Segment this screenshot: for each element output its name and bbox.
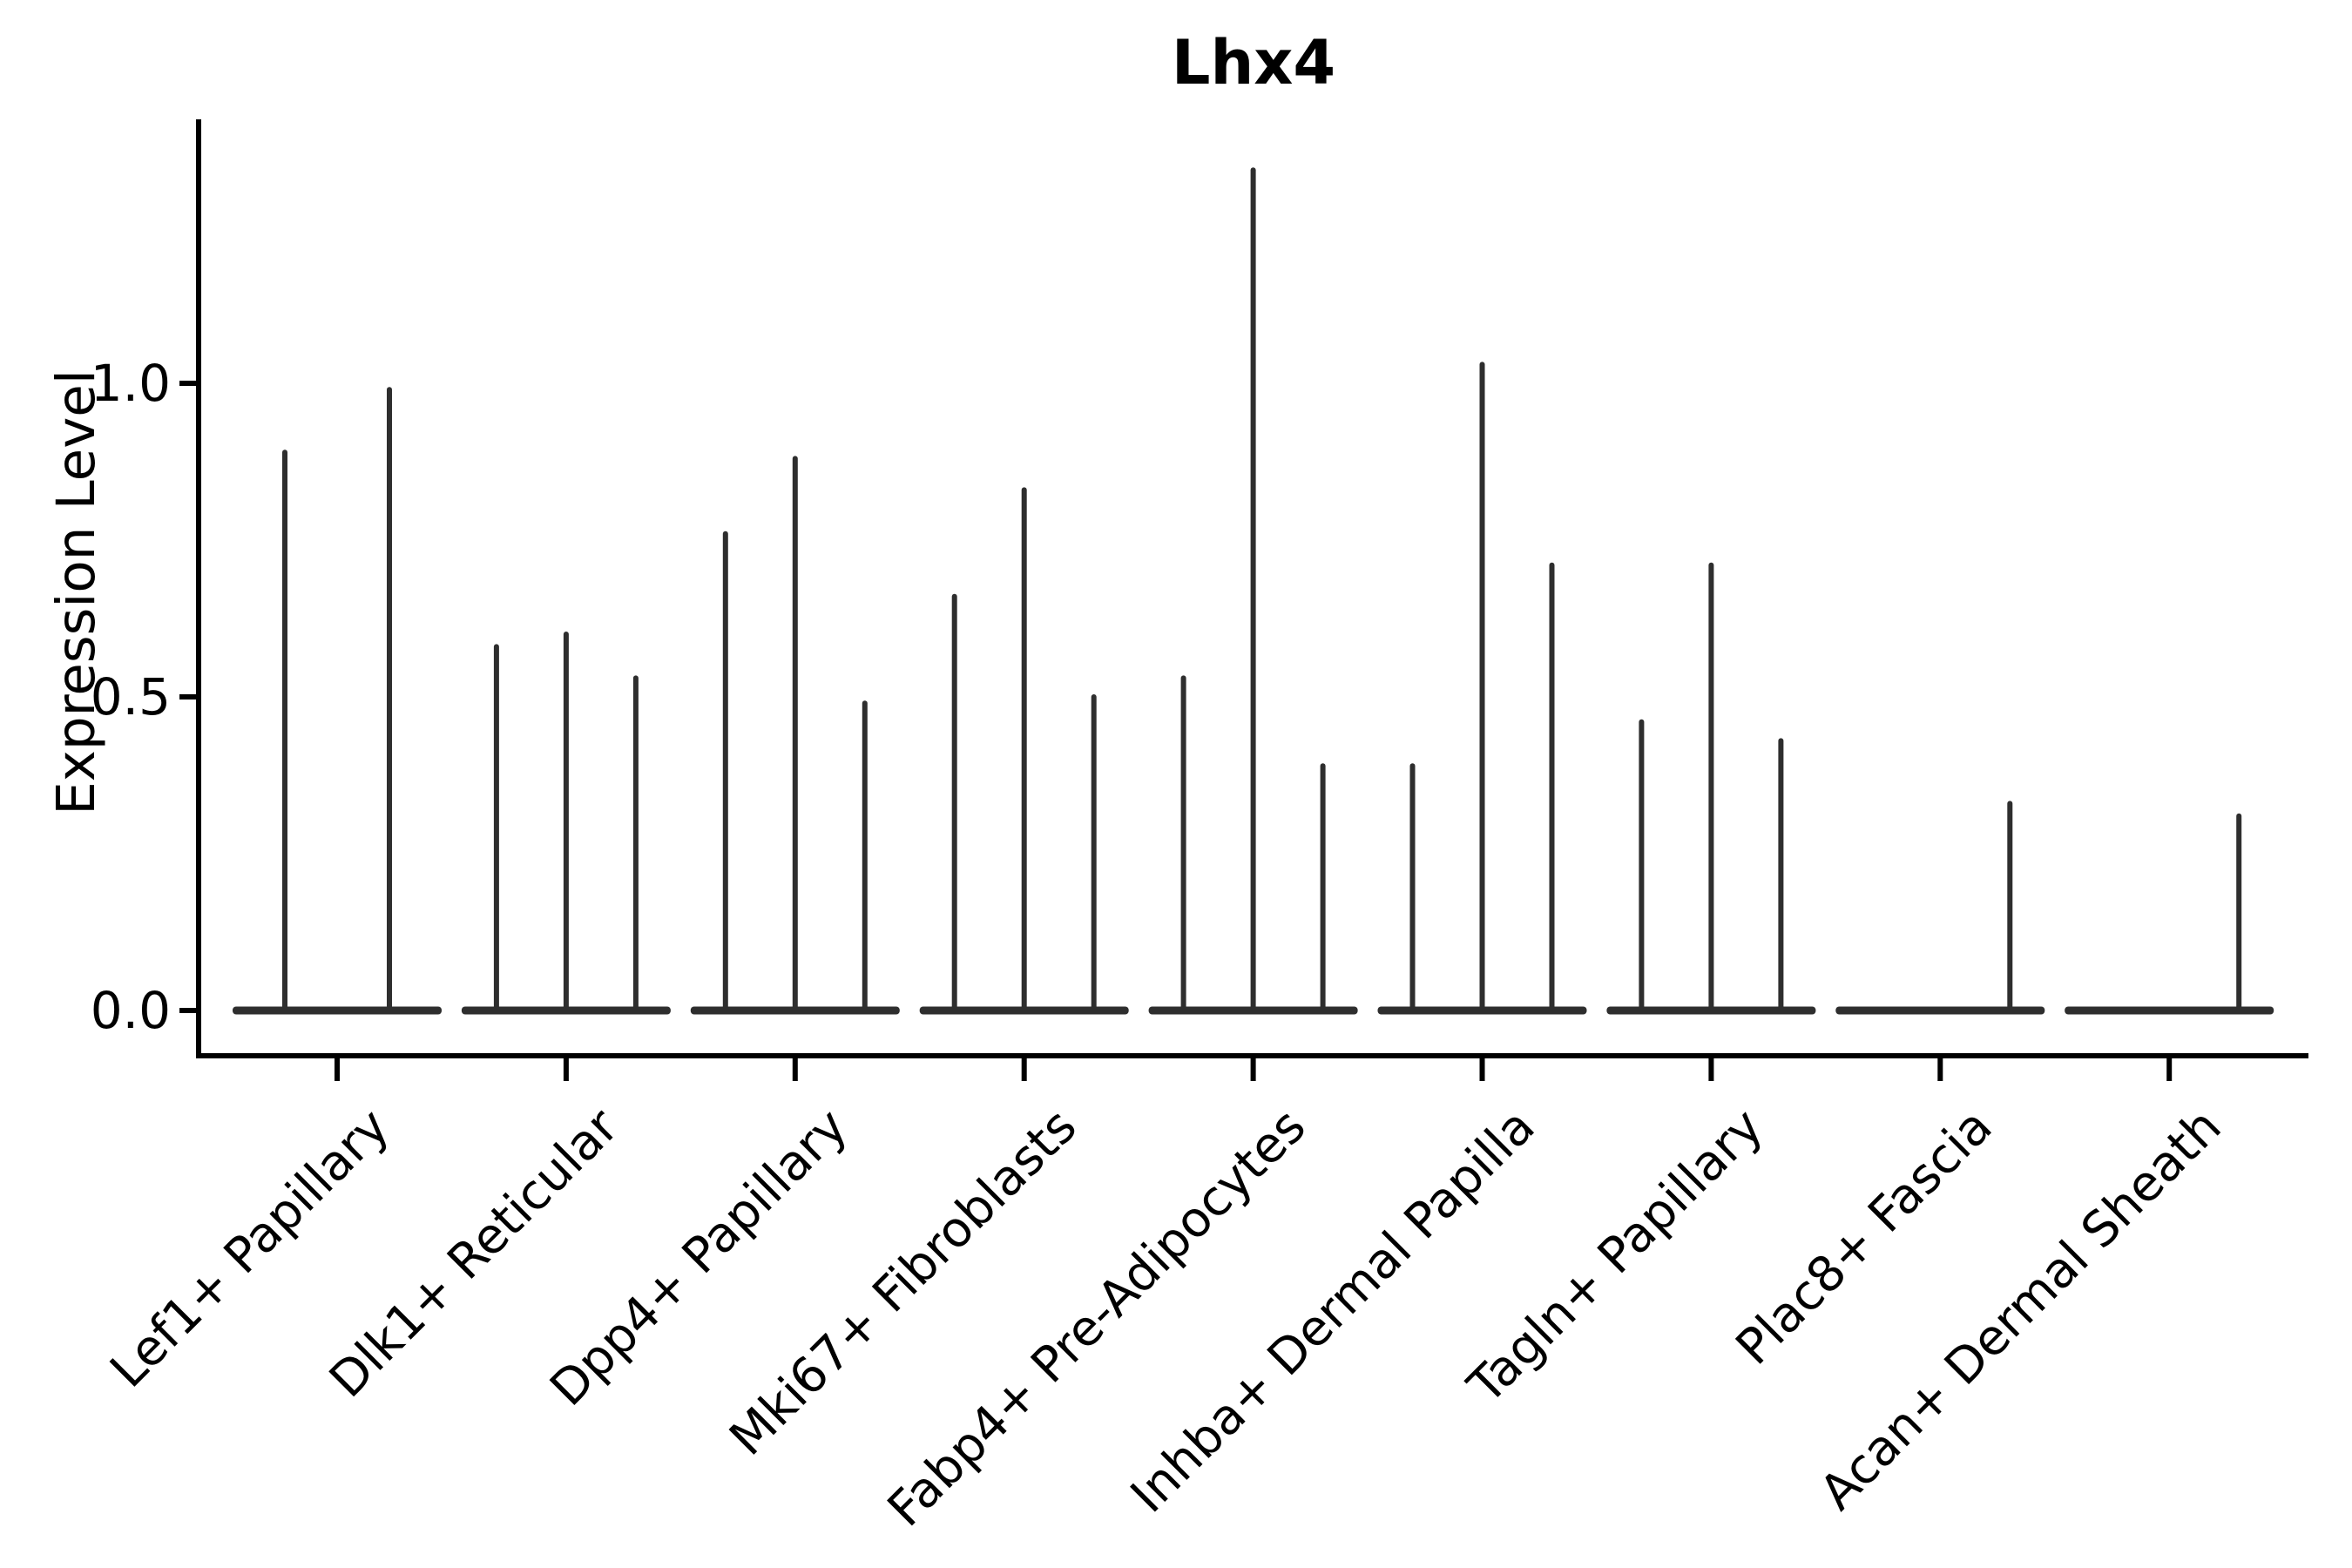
violin-baseline <box>2065 1006 2274 1015</box>
chart-title: Lhx4 <box>1171 27 1336 98</box>
violin-baseline <box>233 1006 442 1015</box>
y-tick-label: 1.0 <box>90 354 171 413</box>
violin-baseline <box>1835 1006 2045 1015</box>
y-tick-label: 0.0 <box>90 981 171 1040</box>
y-axis-label: Expression Level <box>45 369 107 815</box>
y-tick-label: 0.5 <box>90 667 171 727</box>
